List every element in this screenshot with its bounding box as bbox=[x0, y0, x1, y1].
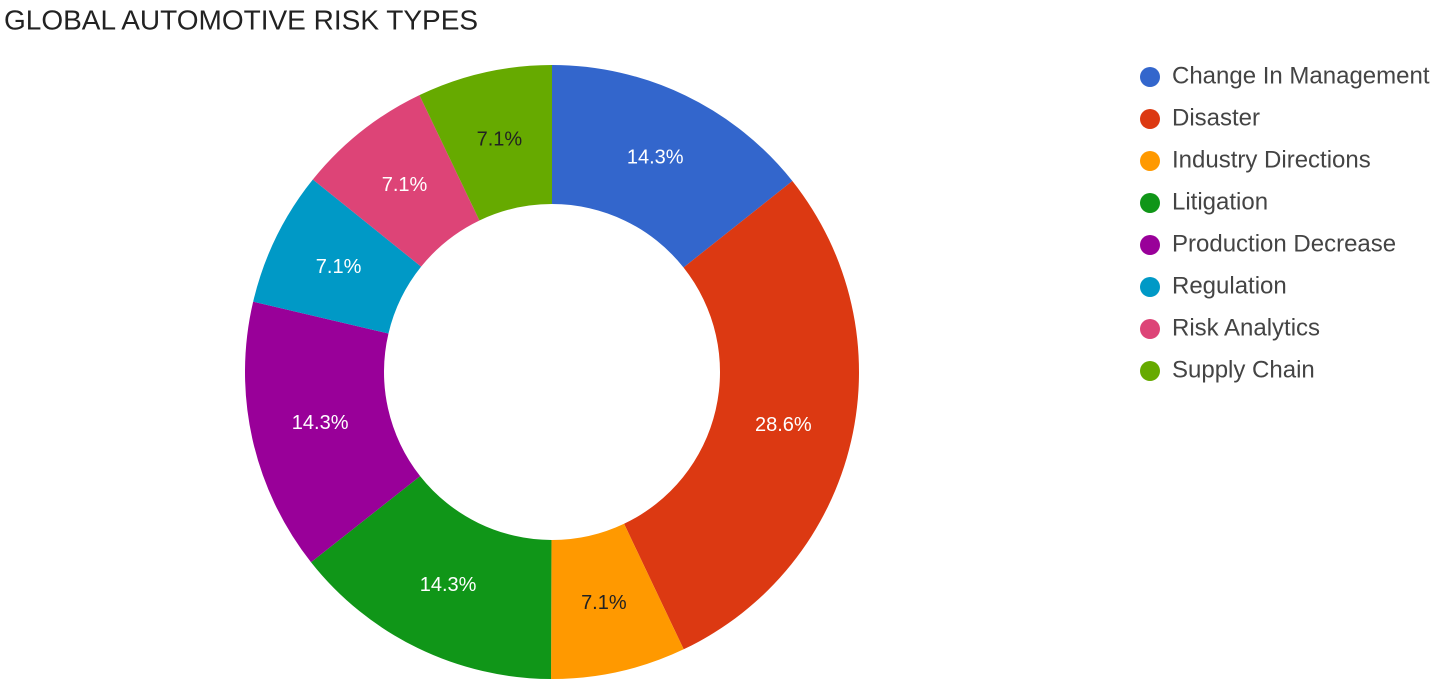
slice bbox=[253, 179, 422, 334]
data-label: 14.3% bbox=[627, 146, 684, 168]
slice bbox=[311, 476, 552, 679]
slice bbox=[551, 523, 684, 679]
legend-marker bbox=[1140, 277, 1160, 297]
legend-marker bbox=[1140, 151, 1160, 171]
legend-marker bbox=[1140, 109, 1160, 129]
legend-marker bbox=[1140, 193, 1160, 213]
data-label: 14.3% bbox=[292, 412, 349, 434]
legend-marker bbox=[1140, 361, 1160, 381]
legend-label: Regulation bbox=[1172, 272, 1287, 299]
slice bbox=[245, 301, 421, 563]
legend-marker bbox=[1140, 319, 1160, 339]
data-label: 7.1% bbox=[477, 129, 523, 151]
legend-marker bbox=[1140, 67, 1160, 87]
slice bbox=[312, 95, 480, 267]
legend-label: Supply Chain bbox=[1172, 356, 1315, 383]
slice bbox=[624, 181, 859, 650]
data-label: 7.1% bbox=[316, 256, 362, 278]
slice bbox=[552, 65, 793, 268]
legend-marker bbox=[1140, 235, 1160, 255]
legend-label: Production Decrease bbox=[1172, 230, 1396, 257]
data-label: 28.6% bbox=[755, 414, 812, 436]
legend-label: Risk Analytics bbox=[1172, 314, 1320, 341]
legend-label: Change In Management bbox=[1172, 62, 1430, 89]
data-label: 7.1% bbox=[581, 592, 627, 614]
legend-label: Disaster bbox=[1172, 104, 1260, 131]
data-label: 7.1% bbox=[382, 174, 428, 196]
slice bbox=[419, 65, 552, 221]
legend-label: Industry Directions bbox=[1172, 146, 1371, 173]
legend-label: Litigation bbox=[1172, 188, 1268, 215]
chart-title: GLOBAL AUTOMOTIVE RISK TYPES bbox=[4, 4, 478, 35]
data-label: 14.3% bbox=[420, 574, 477, 596]
